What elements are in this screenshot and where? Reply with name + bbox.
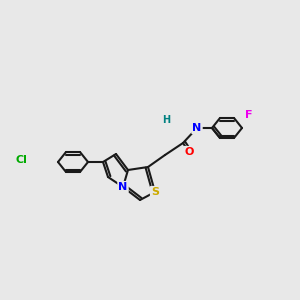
Text: N: N <box>192 123 202 133</box>
Text: F: F <box>245 110 253 120</box>
Text: Cl: Cl <box>15 155 27 165</box>
Text: O: O <box>184 147 194 157</box>
Text: N: N <box>118 182 127 192</box>
Text: S: S <box>151 187 159 197</box>
Text: H: H <box>162 115 170 125</box>
